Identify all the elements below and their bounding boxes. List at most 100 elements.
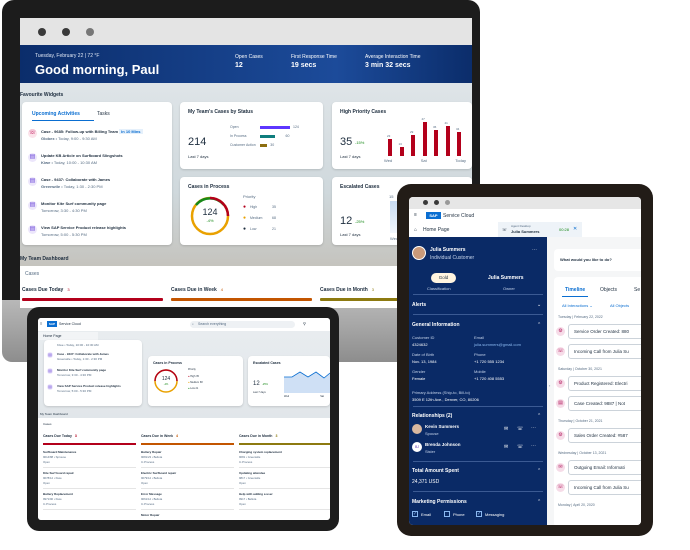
field-value[interactable]: julia.summers@gmail.com bbox=[474, 342, 521, 347]
high-priority-card[interactable]: High Priority Cases 35 -15% Last 7 days … bbox=[332, 102, 472, 169]
tab-more[interactable]: Se bbox=[634, 287, 641, 293]
general-info-section[interactable]: General Information bbox=[412, 322, 460, 328]
chevron-up-icon[interactable]: ⌃ bbox=[537, 413, 542, 419]
account[interactable]: Kiwe bbox=[41, 160, 51, 165]
account[interactable]: Globex bbox=[41, 136, 55, 141]
kpi-value: 12 bbox=[235, 62, 243, 69]
checkbox[interactable]: ✓ bbox=[476, 511, 482, 517]
chevron-up-icon[interactable]: ⌃ bbox=[537, 468, 542, 474]
case-item[interactable]: Battery Repair 9081/23 • Bellota In Proces… bbox=[141, 449, 234, 468]
case-item[interactable]: Help with adding a user 9917 • Bellota Ope… bbox=[239, 491, 330, 510]
case-column-header[interactable]: Cases Due Today 3 bbox=[22, 287, 70, 293]
timeline-entry[interactable]: Product Registered: Electri bbox=[568, 376, 641, 391]
activity-title[interactable]: Case - 9437: Collaborate with James bbox=[57, 352, 109, 356]
cases-in-process-card[interactable]: Cases in Process 124 -4% Priority ● High 3… bbox=[180, 177, 323, 245]
account[interactable]: Greenwile bbox=[41, 184, 61, 189]
date-weather: Tuesday, February 22 | 72 °F bbox=[35, 53, 100, 59]
activity-title[interactable]: Monitor Kite Surf community page bbox=[57, 368, 107, 372]
chevron-up-icon[interactable]: ⌃ bbox=[537, 499, 542, 505]
activity-item[interactable]: ▤ Case - 9437: Collaborate with James Gree… bbox=[28, 177, 111, 189]
tab-tasks[interactable]: Tasks bbox=[97, 111, 110, 117]
timeline-entry[interactable]: Incoming Call from Julia Su bbox=[568, 344, 641, 359]
menu-icon[interactable]: ≡ bbox=[40, 321, 43, 326]
filter-interactions[interactable]: All Interactions ⌄ bbox=[562, 303, 593, 308]
escalated-cases-card[interactable]: Escalated Cases 12 -25% Last 7 days Wed S… bbox=[248, 356, 330, 406]
window-dot[interactable] bbox=[62, 28, 70, 36]
case-item[interactable]: Surfboard Maintenance 9014/88 • Sprouse Op… bbox=[43, 449, 136, 468]
chevron-up-icon[interactable]: ⌃ bbox=[537, 322, 542, 328]
timeline-entry[interactable]: Incoming Call from Julia Su bbox=[568, 480, 641, 495]
bar bbox=[388, 139, 392, 156]
menu-icon[interactable]: ≡ bbox=[414, 212, 417, 218]
relationships-section[interactable]: Relationships (2) bbox=[412, 413, 453, 419]
case-column-header[interactable]: Cases Due in Week 4 bbox=[171, 287, 223, 293]
delta: -25% bbox=[355, 219, 365, 224]
bar-label: 23 bbox=[387, 134, 391, 139]
activity-item[interactable]: ▤ Monitor Kite Surf community page Tomorro… bbox=[28, 201, 106, 213]
collapse-icon[interactable]: ‹ bbox=[549, 383, 551, 388]
activity-title[interactable]: View SAP Service Product release highlig… bbox=[57, 384, 121, 388]
bar bbox=[411, 135, 415, 156]
timeline-entry[interactable]: Sales Order Created: #587 bbox=[568, 428, 641, 443]
more-icon[interactable]: ⋯ bbox=[531, 425, 536, 431]
case-item[interactable]: Error Message 9061/12 • Bellota In Process bbox=[141, 491, 234, 510]
tab-objects[interactable]: Objects bbox=[600, 287, 617, 293]
alerts-section[interactable]: Alerts bbox=[412, 302, 427, 308]
filter-objects[interactable]: All Objects bbox=[610, 303, 630, 308]
checkbox[interactable]: ✓ bbox=[412, 511, 418, 517]
timeline-entry[interactable]: Service Order Created: 880 bbox=[568, 324, 641, 339]
checkbox[interactable] bbox=[444, 511, 450, 517]
mail-icon[interactable]: ✉ bbox=[504, 444, 509, 450]
avatar bbox=[412, 246, 426, 260]
phone-icon[interactable]: ☏ bbox=[517, 426, 524, 432]
case-item[interactable]: Electric Surfboard repair 9079/12 • Bello… bbox=[141, 470, 234, 489]
case-title: Kite Surf board repair bbox=[43, 471, 74, 475]
case-column-header[interactable]: Cases Due Today 3 bbox=[43, 434, 77, 438]
card-period: Last 7 days bbox=[340, 154, 361, 159]
home-page-tab[interactable]: Home Page bbox=[38, 332, 98, 340]
case-item[interactable]: Motor Repair bbox=[141, 512, 234, 520]
tab-upcoming-activities[interactable]: Upcoming Activities bbox=[32, 111, 94, 121]
team-cases-card[interactable]: My Team's Cases by Status 214 Last 7 day… bbox=[180, 102, 323, 169]
mail-icon[interactable]: ✉ bbox=[504, 426, 509, 432]
case-title: Help with adding a user bbox=[239, 492, 273, 496]
window-dot[interactable] bbox=[86, 28, 94, 36]
case-column-header[interactable]: Cases Due in Week 4 bbox=[141, 434, 178, 438]
search-input[interactable]: ⌕ Search everything bbox=[190, 321, 295, 328]
window-dot[interactable] bbox=[423, 200, 428, 205]
chevron-down-icon[interactable]: ⌄ bbox=[537, 302, 542, 308]
case-column-header[interactable]: Cases Due in Month 3 bbox=[239, 434, 277, 438]
timeline-entry[interactable]: Outgoing Email: Informati bbox=[568, 460, 641, 475]
donut-value: 124 bbox=[161, 376, 171, 382]
case-item[interactable]: Kite Surf board repair 9078/12 • Kiwe Open bbox=[43, 470, 136, 489]
relation-name[interactable]: Kevin Summers bbox=[425, 424, 460, 429]
case-item[interactable]: Charging system replacement 9081 • Greenw… bbox=[239, 449, 330, 468]
activity-item[interactable]: ☏ Case - 9685: Follow-up with Billing Tea… bbox=[28, 129, 143, 141]
cases-in-process-card[interactable]: Cases in Process 124 -4% Priority ● High… bbox=[148, 356, 243, 406]
case-item[interactable]: Updating attendee 9817 • Greenwile Open bbox=[239, 470, 330, 489]
home-page-tab[interactable]: Home Page bbox=[423, 227, 450, 233]
tab-timeline[interactable]: Timeline bbox=[562, 287, 589, 297]
close-icon[interactable]: ✕ bbox=[573, 226, 578, 232]
cases-label: Cases bbox=[25, 271, 40, 277]
activity-item[interactable]: ▤ Update KB Article on Surfboard Slingsho… bbox=[28, 153, 123, 165]
more-icon[interactable]: ⋯ bbox=[532, 247, 537, 253]
window-dot[interactable] bbox=[38, 28, 46, 36]
relation-name[interactable]: Brenda Johnson bbox=[425, 442, 461, 447]
total-spent-section[interactable]: Total Amount Spent bbox=[412, 468, 459, 474]
window-dot[interactable] bbox=[434, 200, 439, 205]
timeline-gear-icon: ⚙ bbox=[556, 379, 565, 388]
window-dot[interactable] bbox=[445, 200, 450, 205]
activity-item[interactable]: ▤ View SAP Service Product release highli… bbox=[28, 225, 126, 237]
case-item[interactable]: Battery Replacement 9971/90 • Kiwe In Proc… bbox=[43, 491, 136, 510]
shell-bar: ≡ SAP Service Cloud ⌕ Search everything ⚲ bbox=[38, 318, 330, 331]
marketing-section[interactable]: Marketing Permissions bbox=[412, 499, 467, 505]
case-column-header[interactable]: Cases Due in Month 3 bbox=[320, 287, 374, 293]
timeline-entry[interactable]: Case Created: 9887 | Not bbox=[568, 396, 641, 411]
filter-icon[interactable]: ⚲ bbox=[303, 321, 306, 326]
phone-icon[interactable]: ☏ bbox=[517, 444, 524, 450]
agent-desktop-tab[interactable]: ☏ Agent Desktop Julia Summers 00:28 ✕ bbox=[498, 222, 582, 237]
more-icon[interactable]: ⋯ bbox=[531, 443, 536, 449]
case-status: In Process bbox=[141, 502, 155, 506]
case-title: Battery Replacement bbox=[43, 492, 73, 496]
